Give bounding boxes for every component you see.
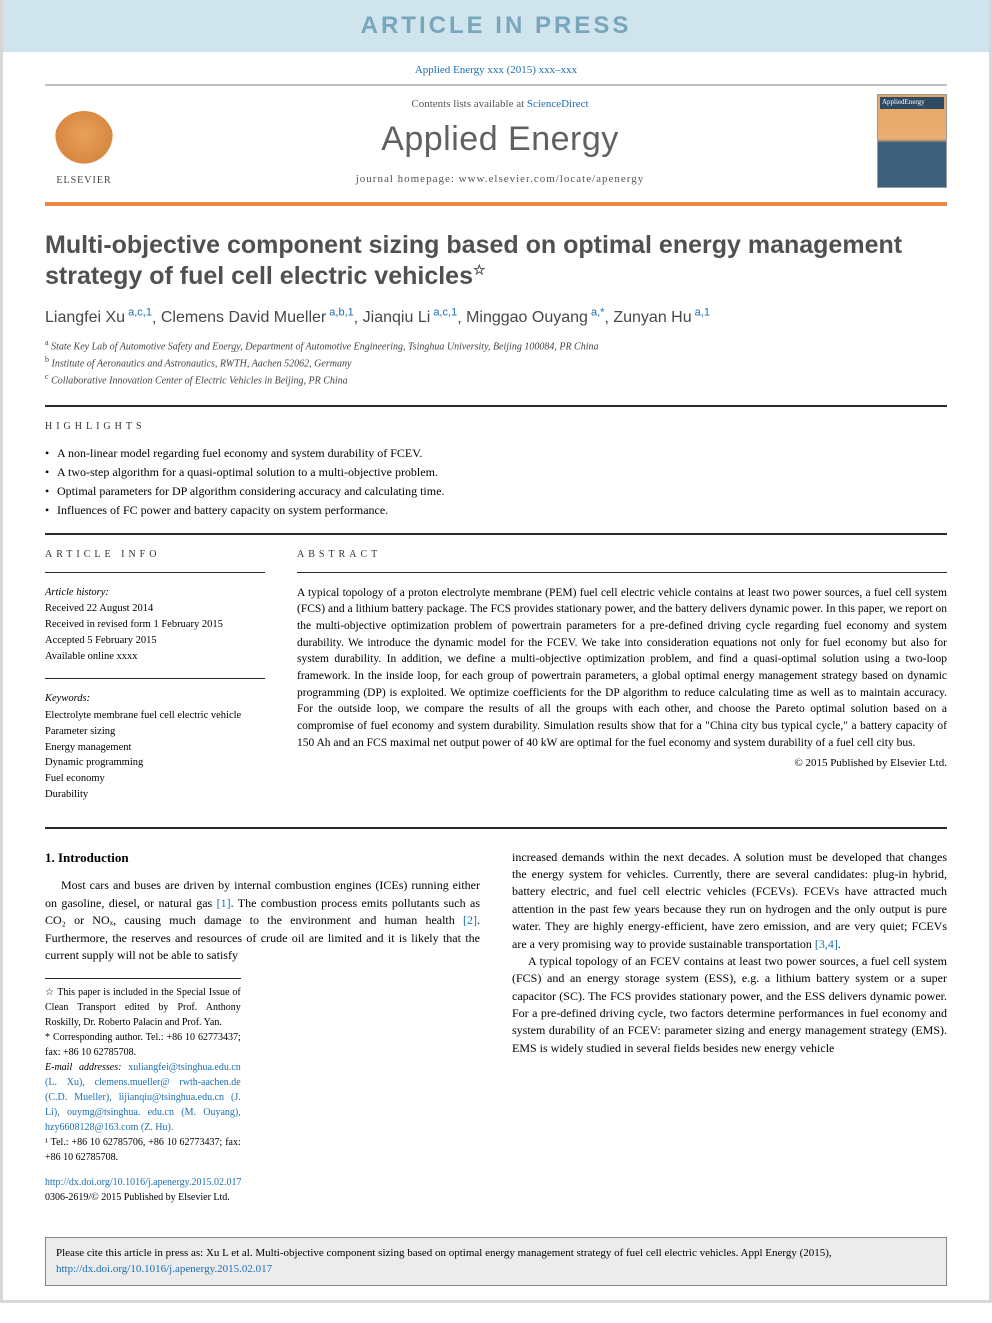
highlight-item: A two-step algorithm for a quasi-optimal… — [45, 463, 947, 482]
divider — [45, 827, 947, 829]
article-title: Multi-objective component sizing based o… — [45, 230, 947, 293]
ref-link-34[interactable]: [3,4] — [815, 937, 838, 951]
divider — [45, 405, 947, 407]
footnote-emails: E-mail addresses: xuliangfei@tsinghua.ed… — [45, 1060, 241, 1135]
doi-block: http://dx.doi.org/10.1016/j.apenergy.201… — [45, 1175, 480, 1205]
body-two-column: 1. Introduction Most cars and buses are … — [45, 849, 947, 1206]
footnote-star: ☆ This paper is included in the Special … — [45, 985, 241, 1030]
divider — [297, 572, 947, 573]
keyword: Durability — [45, 787, 265, 803]
author-affiliation-sup: a,c,1 — [430, 307, 457, 319]
affiliation-line: c Collaborative Innovation Center of Ele… — [45, 371, 947, 388]
author-list: Liangfei Xu a,c,1, Clemens David Mueller… — [45, 307, 947, 327]
keyword: Dynamic programming — [45, 755, 265, 771]
journal-homepage: journal homepage: www.elsevier.com/locat… — [123, 173, 877, 185]
intro-paragraph-3: A typical topology of an FCEV contains a… — [512, 953, 947, 1057]
affiliation-line: a State Key Lab of Automotive Safety and… — [45, 337, 947, 354]
author-affiliation-sup: a,* — [588, 307, 605, 319]
copyright-line: © 2015 Published by Elsevier Ltd. — [297, 757, 947, 769]
journal-cover-thumbnail[interactable]: AppliedEnergy — [877, 94, 947, 188]
ref-link-2[interactable]: [2] — [463, 913, 477, 927]
author: Liangfei Xu a,c,1 — [45, 309, 152, 326]
footnotes: ☆ This paper is included in the Special … — [45, 978, 241, 1165]
citation-doi-link[interactable]: http://dx.doi.org/10.1016/j.apenergy.201… — [56, 1263, 272, 1275]
intro-paragraph-2: increased demands within the next decade… — [512, 849, 947, 953]
highlight-item: Optimal parameters for DP algorithm cons… — [45, 482, 947, 501]
highlight-item: Influences of FC power and battery capac… — [45, 501, 947, 520]
intro-paragraph-1: Most cars and buses are driven by intern… — [45, 877, 480, 964]
elsevier-label: ELSEVIER — [56, 175, 111, 186]
divider — [45, 572, 265, 573]
footnote-tel: ¹ Tel.: +86 10 62785706, +86 10 62773437… — [45, 1135, 241, 1165]
cover-title: AppliedEnergy — [882, 98, 925, 106]
footnote-corresponding: * Corresponding author. Tel.: +86 10 627… — [45, 1030, 241, 1060]
author: Zunyan Hu a,1 — [613, 309, 710, 326]
history-line: Accepted 5 February 2015 — [45, 633, 265, 649]
affiliation-list: a State Key Lab of Automotive Safety and… — [45, 337, 947, 389]
history-line: Available online xxxx — [45, 649, 265, 665]
author: Minggao Ouyang a,* — [466, 309, 604, 326]
abstract-label: ABSTRACT — [297, 549, 947, 560]
abstract-column: ABSTRACT A typical topology of a proton … — [297, 549, 947, 817]
article-info-label: ARTICLE INFO — [45, 549, 265, 560]
right-column: increased demands within the next decade… — [512, 849, 947, 1206]
highlight-item: A non-linear model regarding fuel econom… — [45, 444, 947, 463]
affiliation-line: b Institute of Aeronautics and Astronaut… — [45, 354, 947, 371]
ref-link-1[interactable]: [1] — [217, 896, 231, 910]
journal-header: ELSEVIER Contents lists available at Sci… — [45, 84, 947, 206]
keyword: Fuel economy — [45, 771, 265, 787]
highlights-section: HIGHLIGHTS A non-linear model regarding … — [45, 421, 947, 521]
author-affiliation-sup: a,b,1 — [326, 307, 354, 319]
history-line: Received 22 August 2014 — [45, 601, 265, 617]
author-affiliation-sup: a,c,1 — [125, 307, 152, 319]
article-info-column: ARTICLE INFO Article history: Received 2… — [45, 549, 265, 817]
keyword: Electrolyte membrane fuel cell electric … — [45, 708, 265, 724]
keyword: Parameter sizing — [45, 724, 265, 740]
title-footnote-star: ☆ — [473, 262, 486, 278]
article-in-press-banner: ARTICLE IN PRESS — [3, 0, 989, 52]
highlights-label: HIGHLIGHTS — [45, 421, 947, 432]
abstract-text: A typical topology of a proton electroly… — [297, 585, 947, 752]
article-history: Article history: Received 22 August 2014… — [45, 585, 265, 665]
history-line: Received in revised form 1 February 2015 — [45, 617, 265, 633]
sciencedirect-link[interactable]: ScienceDirect — [527, 98, 589, 110]
issn-line: 0306-2619/© 2015 Published by Elsevier L… — [45, 1192, 230, 1203]
author: Clemens David Mueller a,b,1 — [161, 309, 354, 326]
citation-box: Please cite this article in press as: Xu… — [45, 1237, 947, 1286]
page-frame: ARTICLE IN PRESS Applied Energy xxx (201… — [0, 0, 992, 1303]
divider — [45, 533, 947, 535]
left-column: 1. Introduction Most cars and buses are … — [45, 849, 480, 1206]
highlights-list: A non-linear model regarding fuel econom… — [45, 444, 947, 521]
journal-reference: Applied Energy xxx (2015) xxx–xxx — [3, 52, 989, 84]
keywords-block: Keywords: Electrolyte membrane fuel cell… — [45, 691, 265, 802]
elsevier-tree-icon — [54, 111, 114, 171]
author: Jianqiu Li a,c,1 — [363, 309, 458, 326]
elsevier-logo[interactable]: ELSEVIER — [45, 96, 123, 186]
author-affiliation-sup: a,1 — [692, 307, 710, 319]
intro-heading: 1. Introduction — [45, 849, 480, 868]
contents-available-line: Contents lists available at ScienceDirec… — [123, 98, 877, 110]
divider — [45, 678, 265, 679]
doi-link[interactable]: http://dx.doi.org/10.1016/j.apenergy.201… — [45, 1177, 241, 1188]
keyword: Energy management — [45, 740, 265, 756]
journal-name: Applied Energy — [123, 120, 877, 159]
